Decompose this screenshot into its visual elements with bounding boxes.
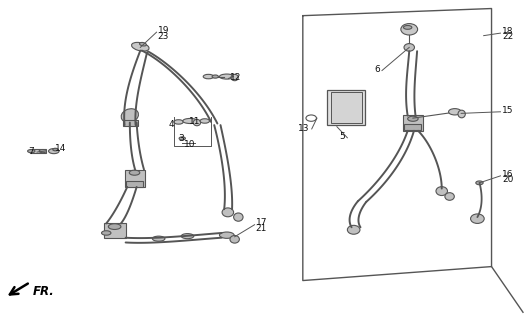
Text: 15: 15	[502, 106, 513, 115]
Text: 11: 11	[189, 117, 201, 126]
Ellipse shape	[233, 213, 243, 221]
Ellipse shape	[212, 75, 218, 78]
Ellipse shape	[140, 43, 147, 46]
Text: 21: 21	[256, 224, 267, 233]
Ellipse shape	[109, 224, 121, 229]
Ellipse shape	[306, 115, 316, 121]
Text: 6: 6	[374, 65, 380, 74]
Ellipse shape	[347, 225, 360, 234]
Ellipse shape	[219, 232, 234, 238]
Bar	[327, 90, 365, 125]
Ellipse shape	[203, 74, 214, 79]
Text: 16: 16	[502, 170, 513, 179]
Ellipse shape	[445, 193, 454, 200]
Ellipse shape	[183, 118, 198, 124]
Text: 10: 10	[184, 140, 196, 148]
Ellipse shape	[181, 234, 194, 239]
Text: 3: 3	[179, 134, 184, 143]
Ellipse shape	[230, 236, 239, 243]
Bar	[330, 92, 362, 123]
Bar	[403, 115, 423, 131]
Text: 22: 22	[502, 32, 513, 41]
Text: 4: 4	[169, 120, 174, 129]
Ellipse shape	[404, 26, 412, 29]
Text: 5: 5	[339, 132, 345, 141]
Text: 7: 7	[28, 147, 34, 156]
Ellipse shape	[121, 109, 139, 123]
Text: 19: 19	[158, 26, 169, 36]
Bar	[404, 124, 421, 130]
Bar	[124, 170, 144, 187]
Ellipse shape	[132, 42, 149, 51]
Ellipse shape	[408, 116, 418, 121]
Ellipse shape	[471, 214, 484, 223]
Ellipse shape	[401, 24, 417, 35]
Ellipse shape	[48, 148, 59, 154]
Ellipse shape	[193, 119, 201, 126]
Ellipse shape	[129, 170, 140, 175]
Ellipse shape	[448, 108, 461, 115]
Text: 17: 17	[256, 218, 267, 227]
Ellipse shape	[53, 148, 58, 151]
Ellipse shape	[231, 74, 238, 81]
Text: 14: 14	[55, 144, 66, 153]
Ellipse shape	[219, 74, 234, 79]
Bar	[126, 180, 143, 187]
Bar	[30, 149, 46, 153]
Ellipse shape	[476, 181, 483, 185]
Ellipse shape	[27, 149, 35, 153]
Ellipse shape	[174, 120, 183, 124]
Ellipse shape	[458, 110, 465, 118]
Ellipse shape	[436, 187, 447, 196]
Ellipse shape	[179, 137, 186, 140]
Bar	[123, 120, 138, 126]
Text: FR.: FR.	[32, 285, 54, 298]
Ellipse shape	[222, 208, 233, 217]
Ellipse shape	[152, 236, 165, 241]
Text: 12: 12	[230, 73, 241, 82]
Bar	[104, 223, 125, 238]
Ellipse shape	[200, 119, 210, 123]
Ellipse shape	[39, 149, 46, 153]
Ellipse shape	[404, 44, 414, 51]
Text: 18: 18	[502, 27, 513, 36]
Ellipse shape	[102, 231, 111, 235]
Text: 23: 23	[158, 32, 169, 41]
Text: 20: 20	[502, 175, 513, 184]
Text: 13: 13	[298, 124, 310, 133]
